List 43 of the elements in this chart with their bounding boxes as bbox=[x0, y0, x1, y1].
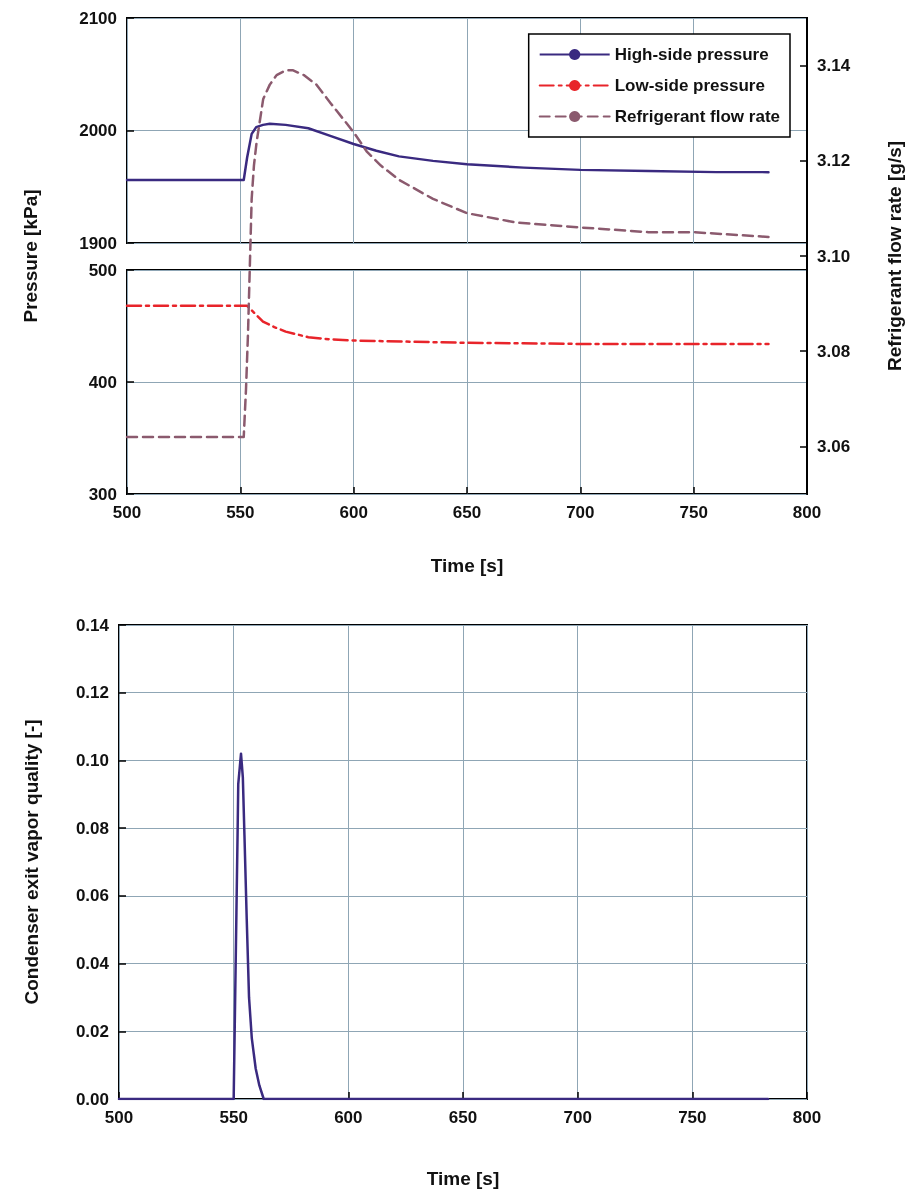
y2-tick-label: 3.12 bbox=[817, 151, 851, 171]
line-series bbox=[125, 304, 770, 346]
x-tick-label: 550 bbox=[219, 1108, 248, 1127]
x-tick-label: 600 bbox=[334, 1108, 363, 1127]
text: High-side pressure bbox=[614, 45, 769, 64]
x-tick-label: 700 bbox=[563, 1108, 592, 1127]
line-series bbox=[117, 752, 770, 1101]
y-tick-label: 300 bbox=[88, 484, 117, 504]
y-tick-label: 0.10 bbox=[75, 750, 109, 770]
legend-label: Refrigerant flow rate bbox=[614, 107, 780, 126]
y-tick-label: 400 bbox=[88, 372, 117, 392]
x-tick-label: 750 bbox=[679, 503, 708, 522]
x-tick-label: 800 bbox=[792, 1108, 822, 1127]
x-tick-label: 650 bbox=[452, 503, 482, 522]
y-tick-label: 0.00 bbox=[75, 1089, 109, 1109]
x-tick-label: 500 bbox=[112, 503, 142, 522]
y-tick-label: 0.08 bbox=[75, 818, 109, 838]
y2-tick-label: 3.10 bbox=[817, 246, 851, 266]
x-tick-label: 800 bbox=[792, 503, 822, 522]
y-tick-label: 1900 bbox=[79, 233, 117, 253]
y-tick-label: 2100 bbox=[79, 8, 117, 28]
y-tick-label: 0.12 bbox=[75, 683, 109, 703]
x-tick-label: 550 bbox=[226, 503, 255, 522]
y-tick-label: 0.04 bbox=[75, 954, 110, 974]
y-tick-label: 0.14 bbox=[75, 615, 110, 635]
y-tick-label: 2000 bbox=[79, 121, 117, 140]
y-tick-label: 0.02 bbox=[75, 1021, 109, 1041]
x-tick-label: 700 bbox=[566, 503, 595, 522]
y-tick-label: 500 bbox=[88, 260, 117, 280]
y-axis-title: Condenser exit vapor quality [-] bbox=[21, 719, 42, 1005]
y2-tick-label: 3.06 bbox=[817, 436, 851, 456]
x-tick-label: 500 bbox=[104, 1108, 134, 1127]
y2-tick-label: 3.08 bbox=[817, 341, 851, 361]
x-tick-label: 600 bbox=[339, 503, 368, 522]
x-axis-title: Time [s] bbox=[426, 1168, 500, 1189]
y2-axis-title: Refrigerant flow rate [g/s] bbox=[884, 140, 905, 372]
x-tick-label: 750 bbox=[678, 1108, 707, 1127]
y-tick-label: 0.06 bbox=[75, 886, 109, 906]
y2-tick-label: 3.14 bbox=[817, 56, 851, 76]
x-axis-title: Time [s] bbox=[430, 555, 504, 576]
legend-label: Low-side pressure bbox=[614, 76, 765, 95]
x-tick-label: 650 bbox=[448, 1108, 478, 1127]
y-axis-title: Pressure [kPa] bbox=[19, 189, 41, 323]
